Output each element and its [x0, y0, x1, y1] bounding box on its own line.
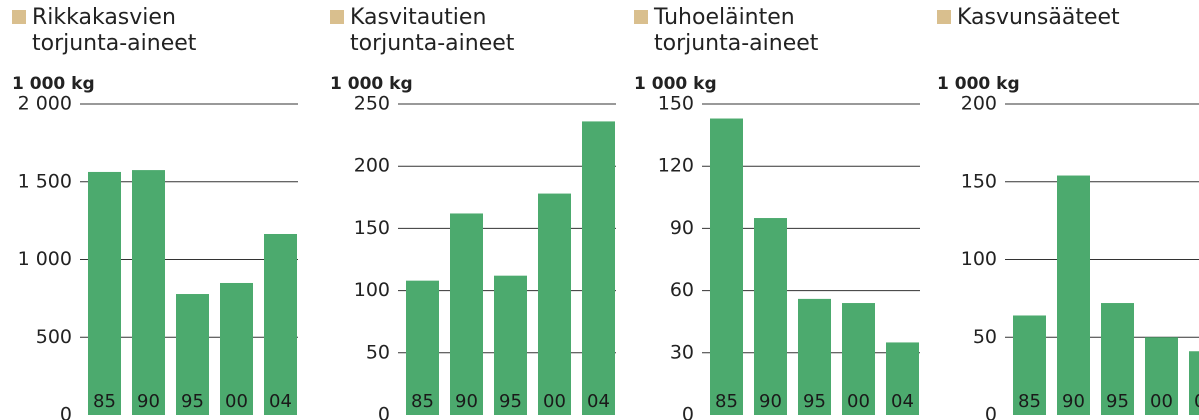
x-tick-label: 90 — [455, 391, 478, 412]
y-tick-label: 500 — [36, 326, 72, 348]
bar — [1145, 337, 1178, 415]
x-tick-label: 90 — [759, 391, 782, 412]
y-tick-label: 200 — [354, 155, 390, 177]
y-tick-label: 1 000 — [18, 248, 72, 270]
x-tick-label: 85 — [1018, 391, 1041, 412]
chart-title: Kasvunsääteet — [957, 5, 1120, 30]
bar — [538, 193, 571, 415]
y-tick-label: 60 — [670, 279, 694, 301]
bar — [582, 121, 615, 415]
y-tick-label: 50 — [973, 326, 997, 348]
y-tick-label: 250 — [354, 93, 390, 115]
bar — [1057, 175, 1090, 415]
y-axis-label: 1 000 kg — [937, 74, 1020, 94]
x-tick-label: 04 — [891, 391, 914, 412]
bar — [886, 342, 919, 415]
bar — [176, 294, 209, 415]
legend-swatch — [634, 10, 648, 24]
x-tick-label: 04 — [1194, 391, 1199, 412]
chart-title: torjunta-aineet — [350, 31, 515, 56]
chart-title: Rikkakasvien — [32, 5, 176, 30]
bar — [798, 298, 831, 415]
legend-swatch — [937, 10, 951, 24]
y-tick-label: 200 — [961, 93, 997, 115]
bar — [220, 282, 253, 415]
x-tick-label: 95 — [181, 391, 204, 412]
bar — [88, 171, 121, 415]
bar — [1189, 351, 1199, 415]
x-tick-label: 04 — [269, 391, 292, 412]
y-tick-label: 0 — [60, 404, 72, 420]
x-tick-label: 85 — [715, 391, 738, 412]
x-tick-label: 00 — [847, 391, 870, 412]
y-tick-label: 100 — [961, 248, 997, 270]
y-tick-label: 150 — [658, 93, 694, 115]
y-tick-label: 0 — [378, 404, 390, 420]
y-tick-label: 1 500 — [18, 170, 72, 192]
chart-title: Tuhoeläinten — [653, 5, 795, 30]
x-tick-label: 95 — [1106, 391, 1129, 412]
y-tick-label: 0 — [985, 404, 997, 420]
y-tick-label: 2 000 — [18, 93, 72, 115]
bar — [754, 218, 787, 415]
x-tick-label: 90 — [1062, 391, 1085, 412]
bar — [842, 303, 875, 415]
x-tick-label: 95 — [803, 391, 826, 412]
x-tick-label: 00 — [225, 391, 248, 412]
y-tick-label: 0 — [682, 404, 694, 420]
bar — [710, 118, 743, 415]
y-tick-label: 100 — [354, 279, 390, 301]
y-tick-label: 50 — [366, 341, 390, 363]
bar — [406, 280, 439, 415]
bar — [264, 233, 297, 415]
y-tick-label: 150 — [354, 217, 390, 239]
y-axis-label: 1 000 kg — [634, 74, 717, 94]
y-tick-label: 150 — [961, 170, 997, 192]
chart-title: torjunta-aineet — [32, 31, 197, 56]
x-tick-label: 00 — [543, 391, 566, 412]
x-tick-label: 90 — [137, 391, 160, 412]
bar — [450, 213, 483, 415]
x-tick-label: 95 — [499, 391, 522, 412]
chart-title: Kasvitautien — [350, 5, 486, 30]
y-axis-label: 1 000 kg — [330, 74, 413, 94]
bar — [132, 170, 165, 415]
x-tick-label: 85 — [411, 391, 434, 412]
x-tick-label: 04 — [587, 391, 610, 412]
y-tick-label: 30 — [670, 341, 694, 363]
x-tick-label: 00 — [1150, 391, 1173, 412]
legend-swatch — [12, 10, 26, 24]
y-axis-label: 1 000 kg — [12, 74, 95, 94]
x-tick-label: 85 — [93, 391, 116, 412]
legend-swatch — [330, 10, 344, 24]
bar — [1101, 303, 1134, 415]
bar — [1013, 315, 1046, 415]
bar — [494, 275, 527, 415]
y-tick-label: 120 — [658, 155, 694, 177]
y-tick-label: 90 — [670, 217, 694, 239]
chart-title: torjunta-aineet — [654, 31, 819, 56]
